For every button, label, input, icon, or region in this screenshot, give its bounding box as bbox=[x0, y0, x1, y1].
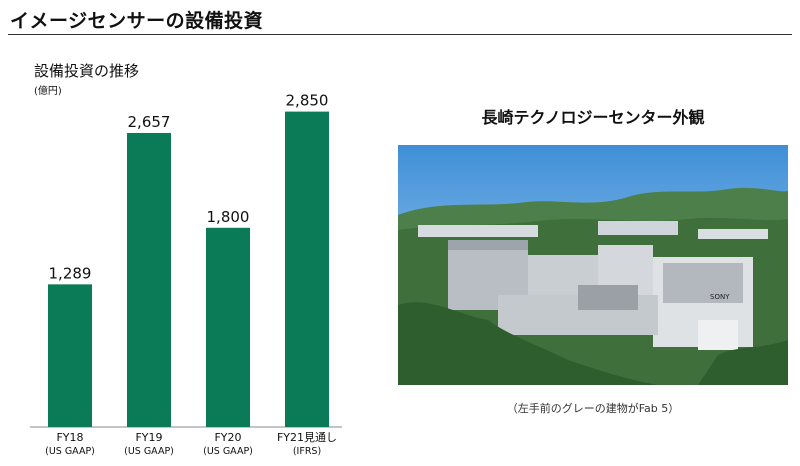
category-label-2: FY20 bbox=[214, 431, 241, 444]
category-note-3: (IFRS) bbox=[293, 446, 321, 457]
bar-3 bbox=[285, 112, 329, 427]
bar-value-label-2: 1,800 bbox=[207, 208, 250, 226]
capex-bar-chart: 1,289 FY18 (US GAAP) 2,657 FY19 (US GAAP) 1,80… bbox=[0, 0, 390, 466]
bar-1 bbox=[127, 133, 171, 427]
facility-photo-illustration: SONY bbox=[398, 145, 788, 385]
bar-value-label-0: 1,289 bbox=[49, 264, 92, 282]
category-note-1: (US GAAP) bbox=[124, 446, 174, 457]
sony-sign: SONY bbox=[710, 293, 730, 301]
category-label-3: FY21見通し bbox=[277, 431, 337, 444]
bar-2 bbox=[206, 228, 250, 427]
category-label-0: FY18 bbox=[56, 431, 83, 444]
category-note-2: (US GAAP) bbox=[203, 446, 253, 457]
category-label-1: FY19 bbox=[135, 431, 162, 444]
bar-value-label-1: 2,657 bbox=[128, 113, 171, 131]
category-note-0: (US GAAP) bbox=[45, 446, 95, 457]
photo-title: 長崎テクノロジーセンター外観 bbox=[398, 104, 788, 128]
bar-value-label-3: 2,850 bbox=[286, 92, 329, 110]
photo-caption: （左手前のグレーの建物がFab 5） bbox=[398, 400, 788, 416]
facility-photo: SONY bbox=[398, 145, 788, 385]
bar-0 bbox=[48, 284, 92, 427]
